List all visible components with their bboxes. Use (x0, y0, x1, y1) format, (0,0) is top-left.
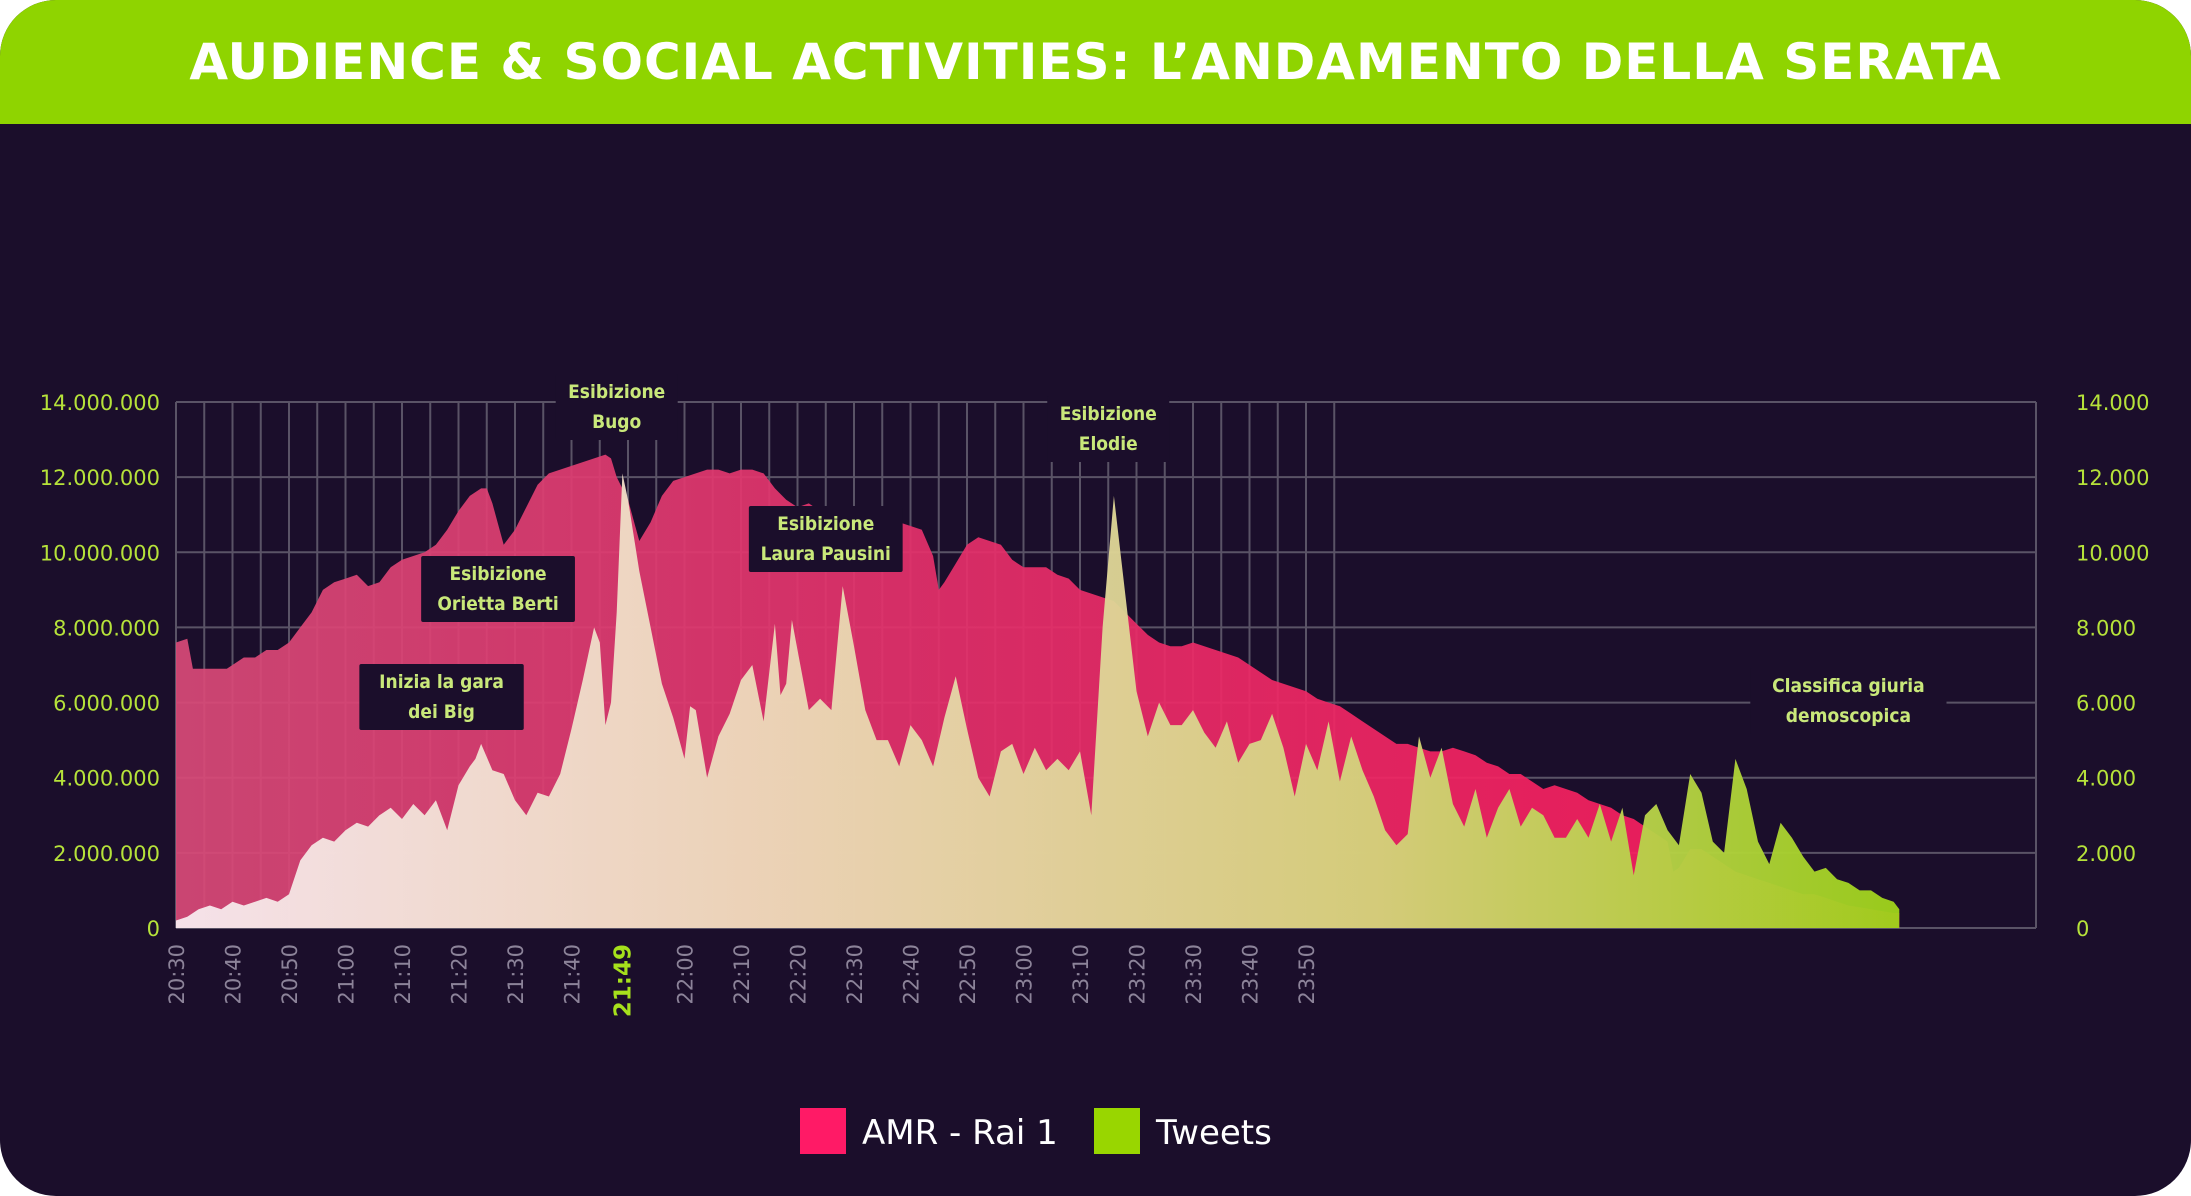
y-left-tick-label: 10.000.000 (40, 541, 160, 565)
x-tick: 23:50 (1295, 944, 1319, 1005)
x-tick-label: 23:00 (1013, 944, 1037, 1005)
legend-swatch (1094, 1108, 1140, 1154)
annotation-label: Esibizione Elodie (1047, 396, 1170, 462)
x-tick: 23:20 (1126, 944, 1150, 1005)
x-tick-label: 23:40 (1239, 944, 1263, 1005)
x-tick: 22:40 (900, 944, 924, 1005)
annotation-text: Inizia la gara (379, 671, 504, 693)
x-tick: 23:10 (1069, 944, 1093, 1005)
annotation-background (555, 374, 678, 440)
x-tick-label: 20:40 (222, 944, 246, 1005)
annotation-text: Esibizione (449, 563, 546, 585)
x-tick: 21:30 (504, 944, 528, 1005)
annotation-text: Bugo (592, 411, 641, 433)
y-right-tick-label: 12.000 (2076, 466, 2149, 490)
chart-areas (176, 454, 1900, 928)
y-right-tick-label: 10.000 (2076, 541, 2149, 565)
x-tick-label: 22:50 (956, 944, 980, 1005)
annotation-text: Esibizione (777, 513, 874, 535)
annotation-label: Inizia la gara dei Big (359, 664, 524, 730)
x-tick: 21:00 (335, 944, 359, 1005)
y-left-tick-label: 14.000.000 (40, 391, 160, 415)
legend-label: Tweets (1155, 1113, 1272, 1153)
x-tick-label: 21:49 (610, 944, 636, 1017)
x-tick-label: 22:10 (730, 944, 754, 1005)
annotation-text: demoscopica (1786, 705, 1911, 727)
chart-legend: AMR - Rai 1 Tweets (800, 1108, 1272, 1154)
x-tick: 22:50 (956, 944, 980, 1005)
title-banner: AUDIENCE & SOCIAL ACTIVITIES: L’ANDAMENT… (0, 0, 2191, 124)
y-left-tick-label: 2.000.000 (53, 842, 160, 866)
tweets-area (176, 473, 1900, 928)
y-right-tick-label: 8.000 (2076, 616, 2136, 640)
x-tick: 21:20 (448, 944, 472, 1005)
annotation-text: Laura Pausini (761, 543, 891, 565)
y-left-tick-label: 6.000.000 (53, 692, 160, 716)
annotation-label: Classifica giuria demoscopica (1750, 668, 1947, 734)
x-tick: 22:10 (730, 944, 754, 1005)
y-left-tick-label: 4.000.000 (53, 767, 160, 791)
x-tick: 23:30 (1182, 944, 1206, 1005)
chart-axes: 0 2.000.000 4.000.000 6.000.000 8.000.000 10.… (40, 391, 2150, 1017)
x-tick: 20:40 (222, 944, 246, 1005)
x-tick: 21:10 (391, 944, 415, 1005)
y-right-tick-label: 6.000 (2076, 692, 2136, 716)
legend-item: AMR - Rai 1 (800, 1108, 1058, 1154)
annotation-text: Classifica giuria (1772, 675, 1925, 697)
x-tick: 22:30 (843, 944, 867, 1005)
annotation-label: Esibizione Bugo (555, 374, 678, 440)
x-tick-label: 21:40 (561, 944, 585, 1005)
annotation-label: Esibizione Orietta Berti (421, 556, 575, 622)
x-tick-label: 23:50 (1295, 944, 1319, 1005)
annotation-background (421, 556, 575, 622)
annotation-text: dei Big (408, 701, 475, 723)
annotation-background (748, 506, 903, 572)
y-right-tick-label: 4.000 (2076, 767, 2136, 791)
x-tick-label: 23:10 (1069, 944, 1093, 1005)
x-tick-label: 21:00 (335, 944, 359, 1005)
chart-title: AUDIENCE & SOCIAL ACTIVITIES: L’ANDAMENT… (189, 33, 2002, 91)
chart-annotations: Inizia la gara dei Big Esibizione Orietta B… (359, 374, 1947, 734)
x-tick-label: 22:30 (843, 944, 867, 1005)
x-tick: 20:50 (278, 944, 302, 1005)
legend-item: Tweets (1094, 1108, 1272, 1154)
x-tick: 21:49 (610, 944, 636, 1017)
x-tick-label: 20:50 (278, 944, 302, 1005)
x-tick-label: 23:20 (1126, 944, 1150, 1005)
x-tick-label: 21:20 (448, 944, 472, 1005)
y-right-tick-label: 2.000 (2076, 842, 2136, 866)
x-tick: 23:40 (1239, 944, 1263, 1005)
y-right-tick-label: 14.000 (2076, 391, 2149, 415)
annotation-background (359, 664, 524, 730)
annotation-background (1750, 668, 1947, 734)
x-tick: 21:40 (561, 944, 585, 1005)
annotation-text: Elodie (1079, 433, 1138, 455)
x-tick: 22:00 (674, 944, 698, 1005)
x-tick-label: 22:00 (674, 944, 698, 1005)
legend-swatch (800, 1108, 846, 1154)
annotation-background (1047, 396, 1170, 462)
legend-label: AMR - Rai 1 (862, 1113, 1058, 1153)
x-tick-label: 21:30 (504, 944, 528, 1005)
annotation-text: Esibizione (1060, 403, 1157, 425)
y-left-tick-label: 0 (147, 917, 160, 941)
annotation-text: Esibizione (568, 381, 665, 403)
x-tick: 22:20 (787, 944, 811, 1005)
x-tick: 20:30 (165, 944, 189, 1005)
x-tick-label: 22:20 (787, 944, 811, 1005)
y-left-tick-label: 12.000.000 (40, 466, 160, 490)
x-tick: 23:00 (1013, 944, 1037, 1005)
y-right-tick-label: 0 (2076, 917, 2089, 941)
x-tick-label: 23:30 (1182, 944, 1206, 1005)
annotation-label: Esibizione Laura Pausini (748, 506, 903, 572)
x-tick-label: 21:10 (391, 944, 415, 1005)
x-tick-label: 22:40 (900, 944, 924, 1005)
annotation-text: Orietta Berti (437, 593, 558, 615)
x-tick-label: 20:30 (165, 944, 189, 1005)
y-left-tick-label: 8.000.000 (53, 616, 160, 640)
